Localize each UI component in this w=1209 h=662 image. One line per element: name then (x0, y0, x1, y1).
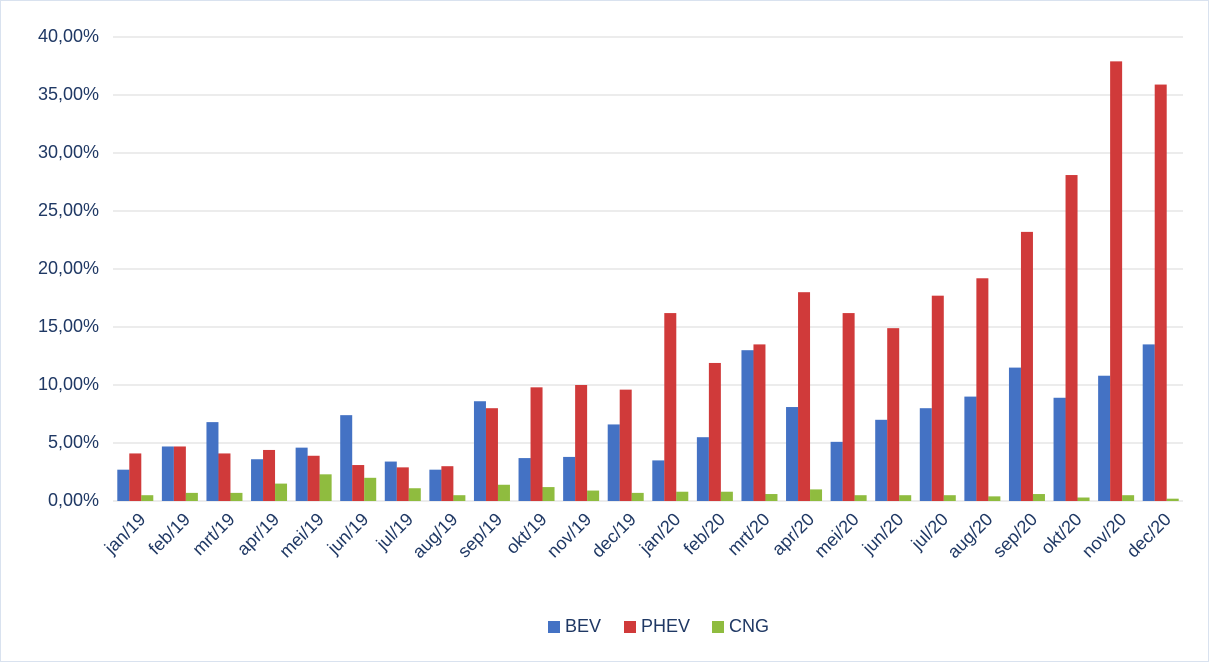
bar (810, 489, 823, 501)
y-tick-label: 0,00% (48, 490, 99, 510)
y-tick-label: 20,00% (38, 258, 99, 278)
legend-label: PHEV (641, 616, 690, 636)
bar (129, 453, 142, 501)
bar (619, 389, 632, 501)
bar (988, 496, 1001, 501)
y-tick-label: 5,00% (48, 432, 99, 452)
bar (275, 483, 288, 501)
bar (1142, 344, 1155, 501)
bar (263, 449, 276, 501)
bar (185, 492, 198, 501)
bar (307, 455, 320, 501)
bar (830, 441, 843, 501)
bar (319, 474, 332, 501)
bar (1166, 498, 1179, 501)
bar (1065, 175, 1078, 502)
bar (141, 495, 154, 501)
bar (708, 362, 721, 501)
bar (798, 292, 811, 501)
bar (441, 466, 454, 501)
bar (720, 491, 733, 501)
y-tick-label: 30,00% (38, 142, 99, 162)
y-tick-label: 25,00% (38, 200, 99, 220)
y-tick-label: 10,00% (38, 374, 99, 394)
bar (453, 495, 466, 501)
bar (1122, 495, 1135, 501)
bar (473, 401, 486, 501)
bar (530, 387, 543, 501)
bar (875, 419, 888, 501)
bar (664, 313, 677, 501)
bar (563, 456, 576, 501)
bar (607, 424, 620, 501)
bar (485, 408, 498, 501)
legend-swatch (712, 621, 724, 633)
bar (206, 422, 219, 501)
bar (230, 492, 243, 501)
bar (786, 407, 799, 501)
bar (542, 487, 555, 501)
bar (1020, 231, 1033, 501)
bar (1053, 397, 1066, 501)
bar (218, 453, 231, 501)
bar (765, 494, 778, 501)
bar (631, 492, 644, 501)
bar (943, 495, 956, 501)
bar (497, 484, 510, 501)
y-tick-label: 35,00% (38, 84, 99, 104)
bar (919, 408, 932, 501)
bar (1154, 84, 1167, 501)
bar (364, 477, 377, 501)
bar (676, 491, 689, 501)
bar (1077, 497, 1090, 501)
bar (396, 467, 409, 501)
bar (976, 278, 989, 501)
bar (251, 459, 264, 501)
bar (931, 295, 944, 501)
bar (741, 350, 754, 501)
bar (295, 447, 308, 501)
bar (887, 328, 900, 501)
bar (696, 437, 709, 501)
bar (429, 469, 442, 501)
bar (1008, 367, 1021, 501)
bar (575, 385, 588, 501)
bar (340, 415, 353, 501)
bar (842, 313, 855, 501)
legend-swatch (548, 621, 560, 633)
bar (117, 469, 130, 501)
legend-label: BEV (565, 616, 601, 636)
bar (964, 396, 977, 501)
bar (587, 490, 600, 501)
bar (161, 446, 174, 501)
legend-label: CNG (729, 616, 769, 636)
bar (352, 465, 365, 501)
bar (899, 495, 912, 501)
legend-swatch (624, 621, 636, 633)
bar (1098, 375, 1111, 501)
y-tick-label: 15,00% (38, 316, 99, 336)
bar (173, 446, 186, 501)
bar (1032, 494, 1045, 501)
bar (384, 461, 397, 501)
bar (652, 460, 665, 501)
bar (518, 458, 531, 501)
bar (1110, 61, 1123, 502)
bar (854, 495, 867, 501)
bar (408, 488, 421, 501)
y-tick-label: 40,00% (38, 26, 99, 46)
bar (753, 344, 766, 501)
